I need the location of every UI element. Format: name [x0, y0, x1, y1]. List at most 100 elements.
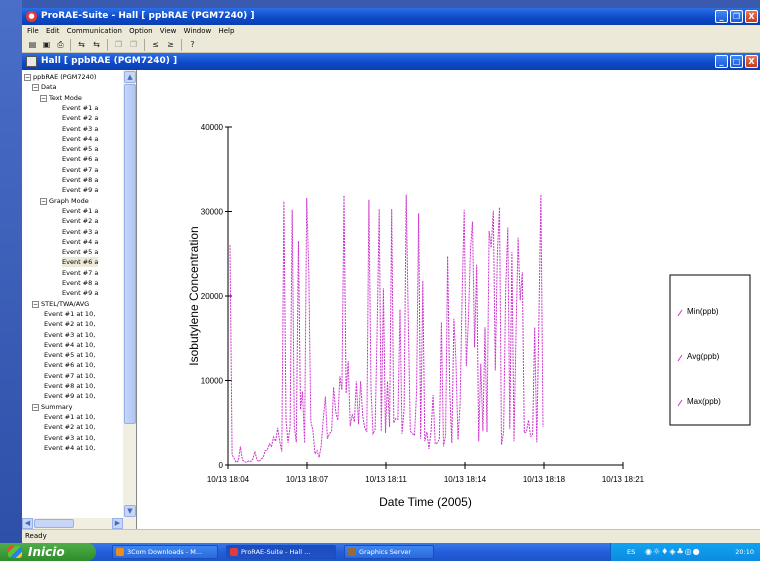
tree-label: Event #8 at 10, — [44, 382, 96, 390]
hscroll-thumb[interactable] — [34, 519, 74, 528]
collapse-icon[interactable]: − — [32, 403, 39, 411]
tree-item-graph-event[interactable]: Event #7 a — [62, 268, 98, 278]
start-button[interactable]: Inicio — [0, 543, 96, 561]
y-tick-label: 40000 — [201, 123, 224, 132]
tray-icons[interactable]: ◉☼♦◈♣◎● — [645, 547, 701, 556]
doc-close-button[interactable]: X — [745, 55, 758, 68]
app-logo-icon: ● — [26, 11, 37, 22]
tree-item-graph-event[interactable]: Event #6 a — [62, 257, 99, 268]
tree-item-stel-event[interactable]: Event #8 at 10, — [44, 381, 95, 391]
tree-item-summary-event[interactable]: Event #3 at 10, — [44, 433, 95, 443]
tree-root[interactable]: − ppbRAE (PGM7240) — [24, 72, 96, 82]
doc-minimize-button[interactable]: _ — [715, 55, 728, 68]
tree-item-text-event[interactable]: Event #8 a — [62, 175, 98, 185]
desktop-edge — [0, 0, 22, 543]
tree-item-text-event[interactable]: Event #1 a — [62, 103, 98, 113]
tree-node-summary[interactable]: − Summary — [32, 402, 72, 412]
doc-maximize-button[interactable]: □ — [730, 55, 743, 68]
task-graphics-server[interactable]: Graphics Server — [344, 545, 434, 559]
tree-pane: − ppbRAE (PGM7240) − Data − Text Mode Event #1… — [22, 70, 137, 529]
tree-label: Event #2 a — [62, 114, 99, 123]
menu-file[interactable]: File — [27, 27, 39, 35]
tree-item-stel-event[interactable]: Event #3 at 10, — [44, 330, 95, 340]
collapse-icon[interactable]: − — [24, 74, 31, 81]
back-icon[interactable]: ≤ — [152, 40, 159, 49]
task-3com-downloads[interactable]: 3Com Downloads - M... — [112, 545, 218, 559]
tree-item-text-event[interactable]: Event #4 a — [62, 134, 98, 144]
document-title-bar[interactable]: Hall [ ppbRAE (PGM7240) ] _ □ X — [22, 53, 760, 70]
tree-item-graph-event[interactable]: Event #8 a — [62, 278, 98, 288]
minimize-button[interactable]: _ — [715, 10, 728, 23]
tree-item-graph-event[interactable]: Event #4 a — [62, 237, 98, 247]
tree-label: Event #6 at 10, — [44, 361, 96, 370]
toolbar-separator — [107, 39, 108, 51]
tree-item-graph-event[interactable]: Event #1 a — [62, 206, 98, 216]
y-tick-label: 10000 — [201, 377, 224, 386]
task-prorae-suite[interactable]: ProRAE-Suite - Hall ... — [226, 545, 336, 559]
tree-vertical-scrollbar[interactable]: ▲ ▼ — [123, 70, 136, 518]
tree-item-stel-event[interactable]: Event #4 at 10, — [44, 340, 95, 350]
menu-view[interactable]: View — [159, 27, 177, 35]
scroll-thumb[interactable] — [124, 84, 136, 424]
tree-item-graph-event[interactable]: Event #5 a — [62, 247, 98, 257]
forward-icon[interactable]: ≥ — [167, 40, 174, 49]
tree-node-data[interactable]: − Data — [32, 82, 57, 92]
tree-item-stel-event[interactable]: Event #6 at 10, — [44, 360, 95, 370]
tree-item-stel-event[interactable]: Event #5 at 10, — [44, 350, 95, 360]
transfer-icon[interactable]: ⇆ — [93, 40, 100, 49]
tree-node-stel[interactable]: − STEL/TWA/AVG — [32, 299, 89, 309]
tree-item-stel-event[interactable]: Event #7 at 10, — [44, 371, 95, 381]
tree-label: STEL/TWA/AVG — [41, 299, 90, 308]
menu-edit[interactable]: Edit — [45, 27, 60, 35]
tree-label: Summary — [41, 402, 73, 411]
tree-item-summary-event[interactable]: Event #2 at 10, — [44, 422, 95, 432]
tree-horizontal-scrollbar[interactable]: ◀ ▶ — [22, 518, 136, 529]
chart-pane: 0 10000 20000 30000 40000 10/13 18:04 10/13 18… — [138, 70, 760, 529]
scroll-left-icon[interactable]: ◀ — [22, 518, 33, 529]
tree-item-stel-event[interactable]: Event #2 at 10, — [44, 319, 95, 329]
tree-item-text-event[interactable]: Event #9 a — [62, 185, 98, 195]
folder-open-icon[interactable]: ▤ — [28, 40, 37, 49]
scroll-right-icon[interactable]: ▶ — [112, 518, 123, 529]
menu-window[interactable]: Window — [183, 27, 212, 35]
menu-option[interactable]: Option — [129, 27, 153, 35]
scroll-down-icon[interactable]: ▼ — [124, 505, 136, 517]
print-icon[interactable]: ⎙ — [57, 40, 64, 49]
collapse-icon[interactable]: − — [40, 94, 47, 102]
save-icon[interactable]: ▣ — [42, 40, 51, 49]
close-button[interactable]: X — [745, 10, 758, 23]
scroll-up-icon[interactable]: ▲ — [124, 71, 136, 83]
copy-icon[interactable]: ❐ — [114, 40, 123, 49]
x-tick-label: 10/13 18:04 — [207, 475, 250, 484]
tree-item-graph-event[interactable]: Event #2 a — [62, 216, 98, 226]
collapse-icon[interactable]: − — [32, 300, 39, 308]
tree-item-text-event[interactable]: Event #3 a — [62, 124, 98, 134]
tree-item-text-event[interactable]: Event #6 a — [62, 154, 98, 164]
restore-button[interactable]: ❐ — [730, 10, 743, 23]
app-title-bar[interactable]: ● ProRAE-Suite - Hall [ ppbRAE (PGM7240)… — [22, 8, 760, 25]
help-icon[interactable]: ? — [190, 40, 195, 49]
tree-item-stel-event[interactable]: Event #9 at 10, — [44, 391, 95, 401]
taskbar: Inicio 3Com Downloads - M... ProRAE-Suit… — [0, 543, 760, 561]
collapse-icon[interactable]: − — [40, 197, 47, 205]
tree-node-graph-mode[interactable]: − Graph Mode — [40, 196, 89, 206]
menu-help[interactable]: Help — [218, 27, 235, 35]
tree-label: Event #8 a — [62, 176, 99, 184]
tree-item-summary-event[interactable]: Event #1 at 10, — [44, 412, 95, 422]
menu-communication[interactable]: Communication — [66, 27, 122, 35]
tree-item-text-event[interactable]: Event #7 a — [62, 165, 98, 175]
tree-item-stel-event[interactable]: Event #1 at 10, — [44, 309, 95, 319]
tree-item-text-event[interactable]: Event #5 a — [62, 144, 98, 154]
tree-label: Event #8 a — [62, 279, 99, 287]
y-tick-label: 30000 — [201, 208, 224, 217]
language-indicator[interactable]: ES — [627, 548, 636, 556]
tree-item-summary-event[interactable]: Event #4 at 10, — [44, 443, 95, 453]
copy-icon[interactable]: ❐ — [129, 40, 138, 49]
tree-item-graph-event[interactable]: Event #9 a — [62, 288, 98, 298]
tree-item-graph-event[interactable]: Event #3 a — [62, 227, 98, 237]
transfer-icon[interactable]: ⇆ — [78, 40, 85, 49]
collapse-icon[interactable]: − — [32, 84, 39, 92]
tree-node-text-mode[interactable]: − Text Mode — [40, 93, 82, 103]
tree-label: Event #3 a — [62, 227, 99, 236]
tree-item-text-event[interactable]: Event #2 a — [62, 113, 98, 123]
